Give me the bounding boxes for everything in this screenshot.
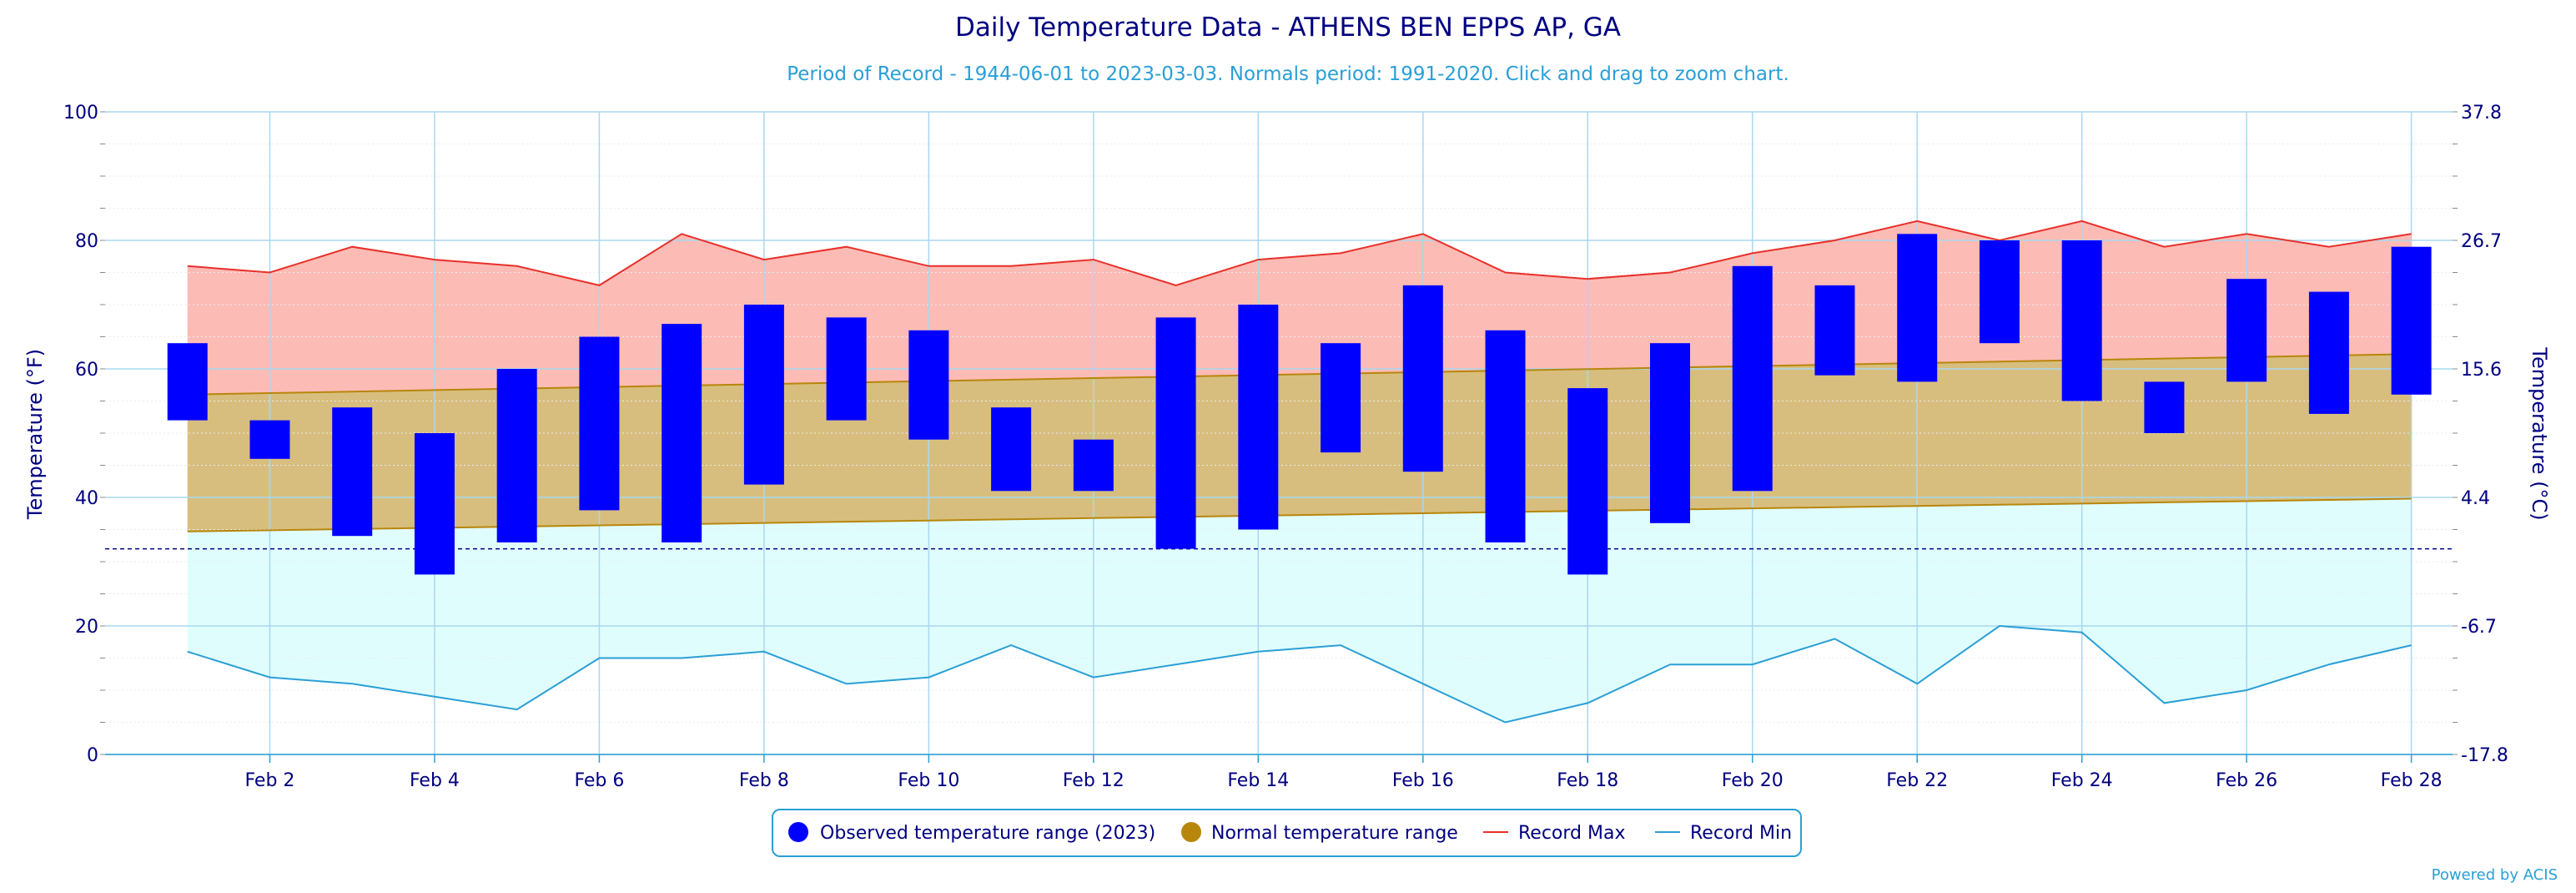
record-min-band xyxy=(187,498,2412,723)
record-max-line xyxy=(187,219,2412,286)
normal-range-band xyxy=(187,354,2412,532)
y-tick-label-left: 80 xyxy=(75,231,98,252)
legend-normal-marker xyxy=(1181,822,1201,842)
x-tick-label: Feb 22 xyxy=(1886,770,1948,791)
x-tick-label: Feb 26 xyxy=(2216,770,2277,791)
legend-observed-marker xyxy=(788,822,808,842)
x-tick-label: Feb 20 xyxy=(1722,770,1784,791)
legend-record-min-label: Record Min xyxy=(1690,823,1792,844)
y-tick-label-left: 20 xyxy=(75,617,98,638)
x-tick-label: Feb 2 xyxy=(244,770,294,791)
observed-range-bar[interactable] xyxy=(1650,343,1690,523)
record-max-band xyxy=(187,220,2412,395)
normal-low-line xyxy=(187,497,2412,532)
observed-range-bar[interactable] xyxy=(2144,381,2185,433)
y-tick-label-left: 0 xyxy=(87,745,98,766)
observed-range-bar[interactable] xyxy=(496,369,537,542)
x-tick-label: Feb 6 xyxy=(574,770,624,791)
normal-high-line xyxy=(187,353,2412,396)
observed-range-bar[interactable] xyxy=(1485,330,1526,542)
observed-range-bar[interactable] xyxy=(1402,285,1443,472)
chart-areas-layer xyxy=(187,220,2412,723)
y-tick-label-right: 15.6 xyxy=(2461,360,2502,381)
observed-range-bar[interactable] xyxy=(662,324,702,542)
observed-range-bar[interactable] xyxy=(579,336,620,511)
observed-range-bar[interactable] xyxy=(2391,246,2432,395)
chart-lines-layer xyxy=(187,219,2412,724)
record-min-line xyxy=(187,624,2412,724)
observed-range-bar[interactable] xyxy=(2061,240,2102,401)
x-tick-label: Feb 24 xyxy=(2051,770,2113,791)
y-tick-label-right: 4.4 xyxy=(2461,488,2490,509)
observed-range-bar[interactable] xyxy=(1897,234,1938,382)
observed-range-bar[interactable] xyxy=(743,305,784,485)
observed-range-bar[interactable] xyxy=(908,330,949,440)
observed-range-bar[interactable] xyxy=(1814,285,1855,376)
x-tick-label: Feb 18 xyxy=(1557,770,1618,791)
legend: Observed temperature range (2023) Normal… xyxy=(772,809,1802,857)
x-tick-label: Feb 8 xyxy=(739,770,789,791)
chart-subtitle: Period of Record - 1944-06-01 to 2023-03… xyxy=(787,63,1789,85)
observed-range-bar[interactable] xyxy=(1155,317,1196,549)
y-tick-label-right: -6.7 xyxy=(2461,617,2497,638)
x-tick-label: Feb 28 xyxy=(2381,770,2443,791)
observed-range-bar[interactable] xyxy=(1073,439,1114,492)
legend-item-observed[interactable]: Observed temperature range (2023) xyxy=(788,822,1155,844)
y-tick-label-right: -17.8 xyxy=(2461,745,2508,766)
legend-record-max-label: Record Max xyxy=(1518,823,1626,844)
chart-axes-layer: 0 20 40 60 80 100 -17.8 -6.7 4.4 15.6 26.7 37.8 Feb … xyxy=(63,103,2508,791)
observed-range-bar[interactable] xyxy=(2308,291,2349,414)
x-tick-label: Feb 4 xyxy=(410,770,460,791)
x-tick-label: Feb 14 xyxy=(1227,770,1289,791)
observed-range-bar[interactable] xyxy=(332,407,373,537)
observed-range-bar[interactable] xyxy=(1238,305,1279,530)
y-axis-title-right: Temperature (°C) xyxy=(2528,346,2551,520)
y-tick-label-left: 60 xyxy=(75,360,98,381)
y-axis-title-left: Temperature (°F) xyxy=(23,349,47,520)
y-tick-label-left: 100 xyxy=(63,103,98,124)
legend-item-normal[interactable]: Normal temperature range xyxy=(1181,822,1458,844)
observed-range-bar[interactable] xyxy=(167,343,208,421)
observed-range-bar[interactable] xyxy=(1321,343,1361,453)
y-tick-label-right: 26.7 xyxy=(2461,231,2502,252)
legend-observed-label: Observed temperature range (2023) xyxy=(820,823,1155,844)
observed-range-bar[interactable] xyxy=(2226,279,2267,382)
chart-title: Daily Temperature Data - ATHENS BEN EPPS… xyxy=(955,13,1621,43)
y-tick-label-right: 37.8 xyxy=(2461,103,2502,124)
x-tick-label: Feb 12 xyxy=(1063,770,1124,791)
credits-link[interactable]: Powered by ACIS xyxy=(2432,866,2558,884)
legend-normal-label: Normal temperature range xyxy=(1211,823,1458,844)
legend-box xyxy=(772,809,1802,857)
observed-range-bar[interactable] xyxy=(826,317,867,421)
legend-item-record-max[interactable]: Record Max xyxy=(1483,823,1626,844)
observed-range-bar[interactable] xyxy=(1979,240,2020,344)
observed-range-bar[interactable] xyxy=(1732,265,1773,492)
observed-bars-layer[interactable] xyxy=(167,234,2432,575)
observed-range-bar[interactable] xyxy=(991,407,1032,492)
y-tick-label-left: 40 xyxy=(75,488,98,509)
legend-item-record-min[interactable]: Record Min xyxy=(1655,823,1792,844)
observed-range-bar[interactable] xyxy=(1567,388,1608,575)
observed-range-bar[interactable] xyxy=(249,420,290,459)
x-tick-label: Feb 16 xyxy=(1392,770,1454,791)
x-tick-label: Feb 10 xyxy=(898,770,959,791)
observed-range-bar[interactable] xyxy=(414,433,455,575)
